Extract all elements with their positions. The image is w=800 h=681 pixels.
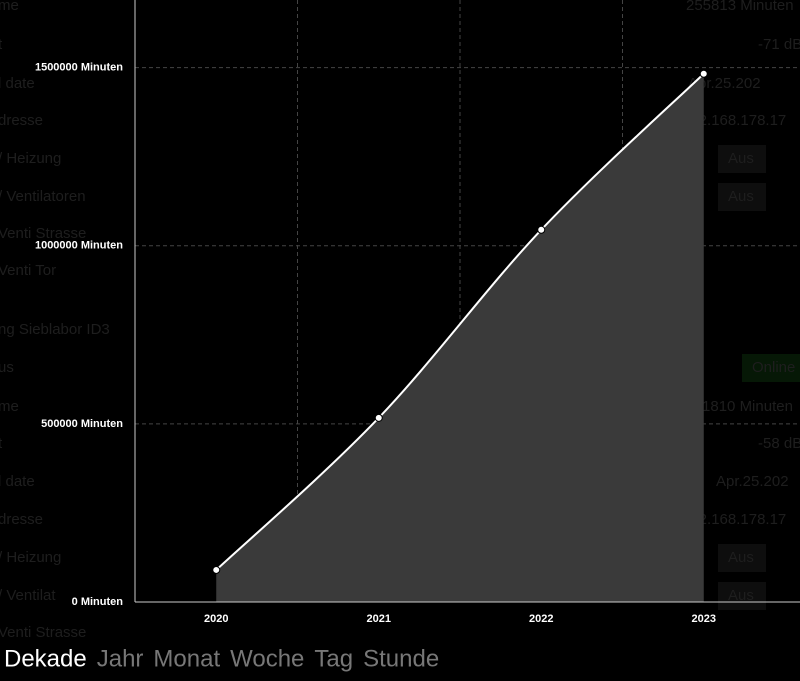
background-label: t	[0, 36, 3, 53]
tab[interactable]: Woche	[230, 645, 304, 672]
background-value: Apr.25.202	[716, 473, 789, 490]
y-tick-label: 500000 Minuten	[41, 418, 123, 430]
background-button	[718, 544, 766, 572]
area	[216, 73, 704, 603]
background-label: us	[0, 359, 14, 376]
background-label: / Heizung	[0, 549, 61, 566]
background-value: -58 dB	[758, 435, 800, 452]
background-value: Aus	[728, 587, 754, 604]
background-label: / Ventilatoren	[0, 188, 86, 205]
x-tick-label: 2022	[529, 613, 553, 625]
background-button	[718, 145, 766, 173]
background-dashboard: me t l date dresse / Heizung / Ventilatoren Ve…	[0, 0, 800, 641]
background-value: Online	[752, 359, 795, 376]
tab[interactable]: Tag	[314, 645, 353, 672]
x-tick-label: 2023	[692, 613, 716, 625]
point	[699, 69, 708, 78]
period-tabs: Dekade Jahr Monat Woche Tag Stunde	[4, 645, 439, 672]
y-tick-label: 0 Minuten	[72, 596, 124, 608]
background-value: 255813 Minuten	[686, 0, 794, 14]
point	[374, 413, 383, 422]
background-label: Venti Tor	[0, 262, 56, 279]
y-tick-label: 1500000 Minuten	[35, 62, 123, 74]
line	[215, 73, 705, 571]
background-label: me	[0, 398, 19, 415]
background-value: Aus	[728, 549, 754, 566]
background-label: Venti Strasse	[0, 624, 86, 641]
chart: 0 Minuten 500000 Minuten 1000000 Minuten 15…	[35, 0, 800, 625]
background-label: t	[0, 435, 3, 452]
tab[interactable]: Monat	[153, 645, 220, 672]
point	[537, 225, 546, 234]
tab[interactable]: Jahr	[97, 645, 144, 672]
point	[212, 565, 221, 574]
background-label: ng Sieblabor ID3	[0, 321, 110, 338]
background-value: 1661810 Minuten	[677, 398, 793, 415]
background-button	[718, 183, 766, 211]
background-label: / Heizung	[0, 150, 61, 167]
background-label: Venti Strasse	[0, 225, 86, 242]
background-value: Aus	[728, 150, 754, 167]
background-button	[718, 582, 766, 610]
background-label: dresse	[0, 511, 43, 528]
y-tick-label: 1000000 Minuten	[35, 240, 123, 252]
background-value: -71 dB	[758, 36, 800, 53]
x-tick-label: 2021	[367, 613, 391, 625]
background-label: dresse	[0, 112, 43, 129]
background-label: l date	[0, 473, 35, 490]
background-label: / Ventilat	[0, 587, 56, 604]
x-tick-label: 2020	[204, 613, 228, 625]
background-value: 192.168.178.17	[682, 112, 786, 129]
background-value: Apr.25.202	[688, 75, 761, 92]
background-value: 192.168.178.17	[682, 511, 786, 528]
tab[interactable]: Dekade	[4, 645, 87, 672]
tab[interactable]: Stunde	[363, 645, 439, 672]
background-button	[742, 354, 800, 382]
background-value: Aus	[728, 188, 754, 205]
background-label: me	[0, 0, 19, 14]
background-label: l date	[0, 75, 35, 92]
